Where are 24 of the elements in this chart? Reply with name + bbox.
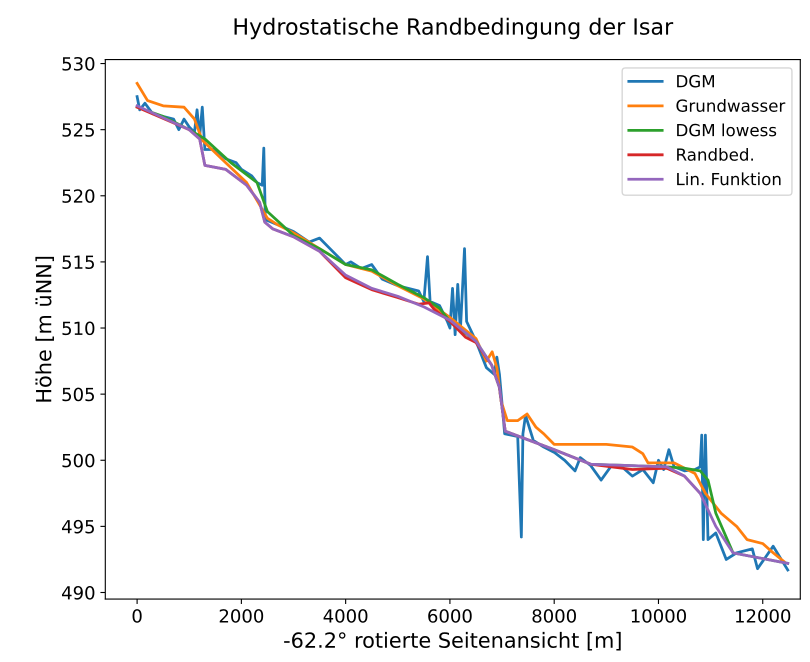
y-tick-label: 490 — [62, 586, 94, 600]
x-tick-label: 4000 — [324, 609, 368, 623]
x-tick-label: 10000 — [632, 609, 686, 623]
legend-label: Lin. Funktion — [677, 172, 781, 186]
legend-label: DGM — [677, 74, 714, 88]
y-tick-label: 500 — [62, 454, 94, 468]
x-tick-label: 12000 — [736, 609, 790, 623]
legend-label: Grundwasser — [676, 99, 786, 112]
x-tick-label: 6000 — [428, 609, 472, 623]
legend-label: DGM lowess — [677, 124, 776, 136]
y-tick-label: 515 — [62, 256, 94, 270]
y-tick-label: 525 — [62, 123, 94, 137]
legend-label: Randbed. — [677, 148, 753, 161]
y-axis-title: Höhe [m üNN] — [35, 256, 54, 402]
y-tick-label: 520 — [62, 189, 94, 203]
x-tick-label: 8000 — [532, 609, 576, 623]
y-tick-label: 510 — [62, 321, 94, 336]
y-tick-label: 495 — [62, 520, 94, 534]
y-tick-label: 530 — [62, 57, 94, 71]
y-tick-label: 505 — [62, 388, 94, 402]
x-tick-label: 2000 — [220, 609, 264, 623]
x-axis-title: -62.2° rotierte Seitenansicht [m] — [284, 632, 621, 650]
chart-title: Hydrostatische Randbedingung der Isar — [234, 18, 674, 40]
x-tick-label: 0 — [132, 609, 142, 623]
